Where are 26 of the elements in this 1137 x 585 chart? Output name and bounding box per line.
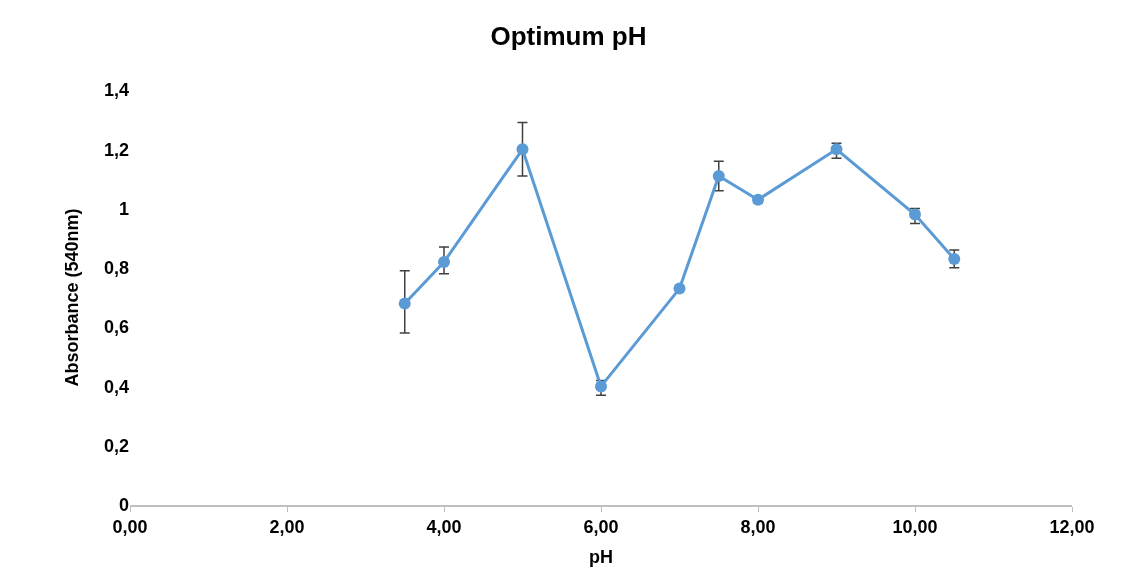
y-tick-label: 1,2 [103, 139, 129, 160]
x-tick-label: 6,00 [583, 517, 619, 538]
x-tick-label: 2,00 [269, 517, 305, 538]
x-tick-label: 0,00 [112, 517, 148, 538]
point [516, 143, 529, 156]
x-tick-label: 10,00 [892, 517, 938, 538]
y-tick-label: 0,4 [103, 376, 129, 397]
y-tick-label: 0,2 [103, 436, 129, 457]
point [438, 255, 450, 268]
point [595, 380, 607, 393]
point [909, 208, 921, 221]
y-tick-label: 0,6 [103, 317, 129, 338]
x-axis-title: pH [589, 546, 613, 567]
point [712, 169, 725, 182]
y-tick-label: 1 [118, 198, 129, 219]
y-tick-label: 0 [118, 495, 129, 516]
point [398, 297, 411, 310]
y-tick-label: 0,8 [103, 258, 129, 279]
x-tick-label: 8,00 [740, 517, 776, 538]
y-tick-label: 1,4 [103, 80, 129, 101]
x-tick-label: 4,00 [426, 517, 462, 538]
y-axis-title: Absorbance (540nm) [62, 208, 83, 387]
point [673, 282, 686, 295]
point [948, 252, 961, 265]
x-tick-label: 12,00 [1049, 517, 1095, 538]
chart-title: Optimum pH [490, 20, 647, 51]
